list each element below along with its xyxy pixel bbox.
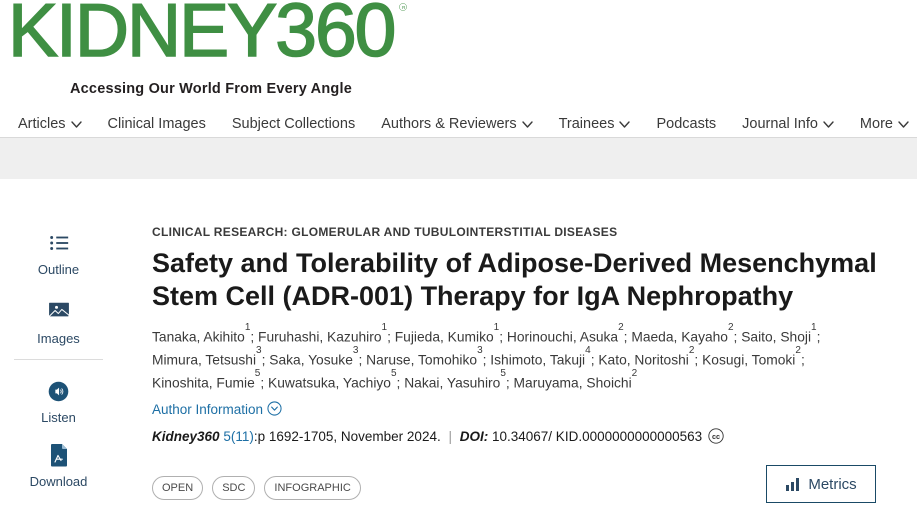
svg-text:cc: cc bbox=[712, 432, 720, 441]
